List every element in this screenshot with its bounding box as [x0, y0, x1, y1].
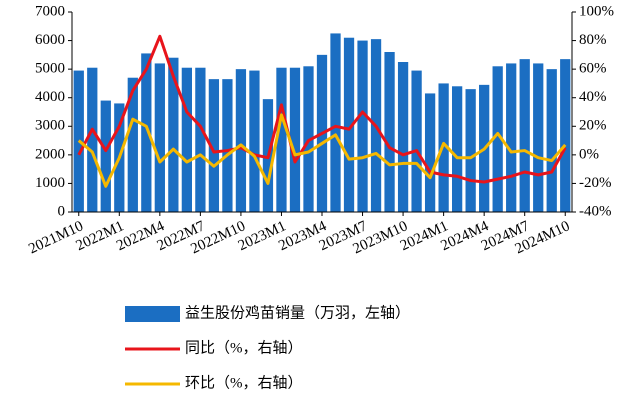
legend-label: 益生股份鸡苗销量（万羽，左轴） [185, 304, 410, 321]
y2-tick-label: 100% [579, 3, 614, 19]
legend-swatch [125, 306, 180, 322]
bar [168, 57, 179, 212]
bar [141, 53, 152, 212]
bar [519, 59, 530, 213]
bar [87, 67, 98, 212]
bar [195, 67, 206, 212]
bar [560, 59, 571, 213]
bar [384, 52, 395, 212]
y-tick-label: 5000 [35, 61, 65, 77]
bar [533, 63, 544, 212]
bar [154, 63, 165, 212]
bar [546, 69, 557, 213]
y2-tick-label: 80% [579, 32, 607, 48]
y-tick-label: 6000 [35, 32, 65, 48]
bar [127, 77, 138, 212]
bar [411, 70, 422, 212]
line-series [77, 34, 567, 184]
bar [357, 40, 368, 213]
legend-label: 同比（%，右轴） [185, 339, 303, 356]
y2-tick-label: -40% [579, 203, 612, 219]
y2-tick-label: -20% [579, 175, 612, 191]
bar [438, 83, 449, 212]
y-tick-label: 2000 [35, 146, 65, 162]
bar [343, 37, 355, 212]
bar [424, 93, 436, 212]
bar [276, 67, 287, 212]
y-tick-label: 3000 [35, 118, 65, 134]
bar [222, 79, 233, 213]
bar [397, 62, 409, 212]
y-tick-label: 7000 [35, 3, 65, 19]
legend-label: 环比（%，右轴） [185, 374, 303, 391]
bar [249, 70, 260, 212]
y-tick-label: 0 [58, 203, 66, 219]
bar [492, 66, 503, 213]
y2-tick-label: 40% [579, 89, 607, 105]
bar [330, 33, 341, 212]
bar [452, 86, 463, 212]
line-series [77, 113, 567, 188]
bar [100, 100, 111, 212]
y2-tick-label: 20% [579, 118, 607, 134]
y-tick-label: 1000 [35, 175, 65, 191]
bar [235, 69, 247, 213]
bar [181, 67, 192, 212]
y-tick-label: 4000 [35, 89, 65, 105]
bar [506, 63, 517, 212]
y2-tick-label: 60% [579, 61, 607, 77]
bar [289, 67, 301, 212]
bar [465, 89, 476, 212]
y2-tick-label: 0% [579, 146, 599, 162]
bar [208, 79, 220, 213]
